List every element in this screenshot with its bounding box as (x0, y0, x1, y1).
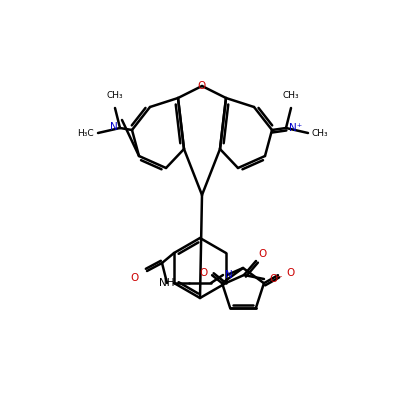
Text: N⁺: N⁺ (289, 123, 302, 133)
Text: O: O (286, 268, 294, 278)
Text: CH₃: CH₃ (283, 91, 299, 100)
Text: CH₃: CH₃ (107, 91, 123, 100)
Text: O: O (131, 273, 139, 283)
Text: N: N (110, 122, 118, 132)
Text: O: O (198, 81, 206, 91)
Text: O⁻: O⁻ (269, 274, 283, 284)
Text: O: O (200, 268, 208, 278)
Text: NH: NH (159, 278, 175, 288)
Text: N: N (225, 270, 233, 280)
Text: H₃C: H₃C (78, 128, 94, 138)
Text: CH₃: CH₃ (312, 128, 328, 138)
Text: O: O (258, 249, 266, 259)
